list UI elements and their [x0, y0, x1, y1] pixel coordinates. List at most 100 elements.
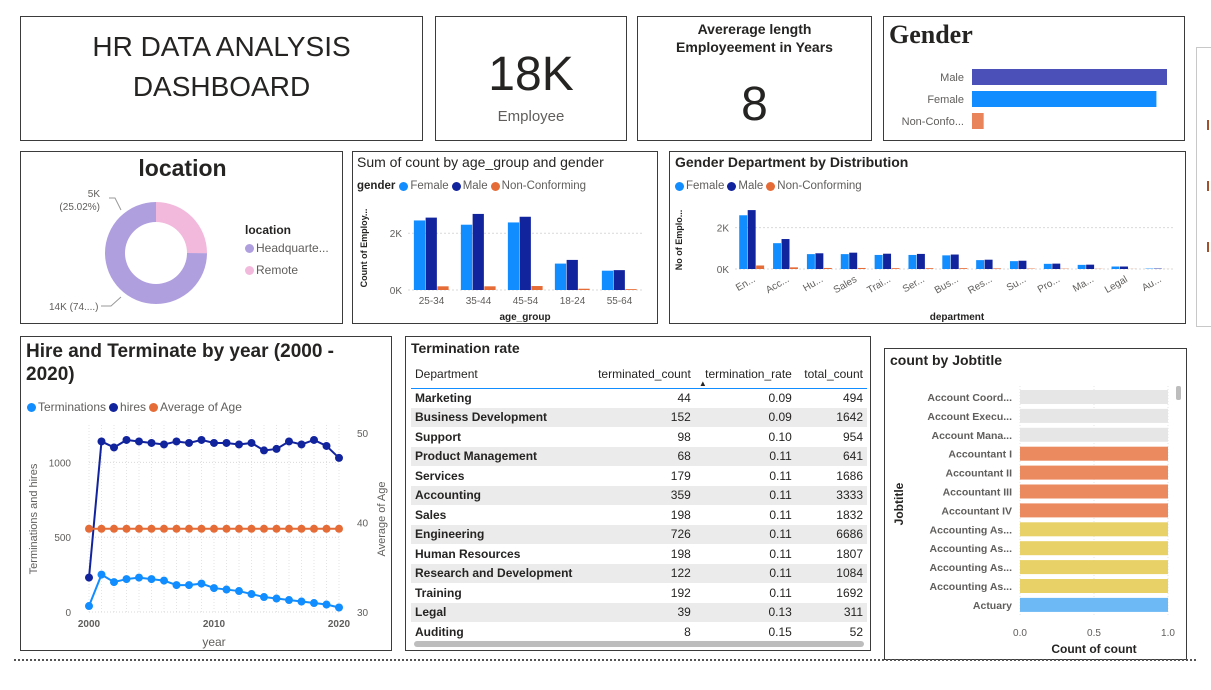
- dept-category-label: Ma...: [1071, 274, 1096, 295]
- job-bar-accounting-as: [1020, 522, 1168, 537]
- legend-item-male[interactable]: Male: [451, 180, 488, 192]
- cell-termination-rate: 0.09: [694, 407, 796, 427]
- job-bar-accountant-i: [1020, 446, 1168, 461]
- dept-category-label: Acc...: [764, 274, 791, 296]
- dept-bar-male: [950, 254, 959, 269]
- age-bar-male: [472, 213, 484, 290]
- job-bar-accountant-iii: [1020, 484, 1168, 499]
- department-title: Gender Department by Distribution: [675, 154, 909, 170]
- dashboard-title: HR DATA ANALYSIS DASHBOARD: [92, 31, 351, 102]
- page-bottom-divider: [14, 659, 1196, 661]
- jobtitle-vertical-scrollbar[interactable]: [1176, 386, 1181, 400]
- table-row[interactable]: Support 98 0.10 954: [411, 427, 867, 447]
- age-bar-female: [554, 263, 567, 290]
- table-row[interactable]: Business Development 152 0.09 1642: [411, 407, 867, 427]
- pane-marker: [1207, 181, 1209, 191]
- hire-point-terminations: [260, 593, 268, 602]
- dept-bar-female: [1077, 264, 1086, 269]
- legend-item-hires[interactable]: hires: [109, 400, 146, 414]
- job-bar-account-execu: [1020, 408, 1168, 423]
- dept-bar-female: [942, 255, 951, 269]
- cell-terminated-count: 359: [587, 485, 695, 505]
- legend-item-average-age[interactable]: Average of Age: [149, 400, 242, 414]
- age-group-bar-chart: 0K 2K 25-34 35-44 45-54 18-24 55-64 Count of Em…: [359, 209, 643, 323]
- dept-bar-female: [806, 254, 815, 269]
- legend-item-remote[interactable]: Remote: [245, 263, 329, 277]
- cell-department: Services: [415, 468, 465, 483]
- cell-department: Product Management: [411, 446, 588, 466]
- hire-point-average-of-age: [197, 524, 206, 533]
- table-row[interactable]: Training 192 0.11 1692: [411, 583, 867, 603]
- cell-department: Training: [415, 585, 462, 600]
- column-header-termination-rate[interactable]: termination_rate ▲: [694, 361, 796, 389]
- table-row[interactable]: Human Resources 198 0.11 1807: [411, 544, 867, 564]
- hire-point-hires: [235, 440, 243, 449]
- hire-point-terminations: [335, 603, 343, 612]
- dept-bar-male: [1052, 263, 1061, 269]
- dept-bar-male: [916, 253, 925, 269]
- table-row[interactable]: Sales 198 0.11 1832: [411, 505, 867, 525]
- hire-point-terminations: [97, 570, 106, 579]
- hire-x-axis-title: year: [202, 635, 225, 649]
- table-row[interactable]: Product Management 68 0.11 641: [411, 446, 867, 466]
- cell-department: Support: [415, 429, 461, 444]
- employee-count-label: Employee: [497, 108, 565, 125]
- cell-termination-rate: 0.09: [768, 391, 792, 405]
- dept-bar-male: [883, 253, 892, 269]
- dept-bar-male: [1120, 266, 1128, 269]
- table-row[interactable]: Marketing 44 0.09 494: [411, 388, 867, 408]
- dept-y-axis-title: No of Emplo...: [674, 210, 684, 271]
- legend-item-headquarters[interactable]: Headquarte...: [245, 241, 329, 255]
- hire-point-hires: [297, 440, 306, 449]
- hire-point-average-of-age: [222, 524, 231, 533]
- hire-point-hires: [135, 437, 143, 446]
- hire-point-terminations: [272, 594, 281, 603]
- dept-bar-female: [1111, 266, 1120, 269]
- hire-point-terminations: [322, 600, 331, 609]
- cell-department: Research and Development: [411, 563, 588, 583]
- leader-line-headquarters: [101, 296, 122, 307]
- table-row[interactable]: Engineering 726 0.11 6686: [411, 524, 867, 544]
- legend-item-female[interactable]: Female: [675, 180, 724, 192]
- table-row[interactable]: Accounting 359 0.11 3333: [411, 485, 867, 505]
- hire-point-hires: [260, 446, 268, 455]
- termination-rate-card: Termination rate Department terminated_c…: [405, 336, 871, 651]
- hire-point-average-of-age: [272, 524, 281, 533]
- dept-bar-male: [1018, 260, 1027, 269]
- gender-bar-female: [972, 91, 1157, 107]
- hire-point-terminations: [85, 602, 93, 611]
- legend-item-terminations[interactable]: Terminations: [27, 400, 106, 414]
- cell-terminated-count: 39: [587, 602, 695, 622]
- hire-point-hires: [272, 444, 281, 453]
- column-header-department[interactable]: Department: [411, 361, 588, 389]
- age-bar-female: [413, 220, 426, 290]
- donut-slice-remote: [156, 202, 207, 254]
- avg-length-title: Avererage length Employeement in Years: [676, 21, 833, 55]
- legend-item-male[interactable]: Male: [727, 180, 763, 192]
- hire-point-hires: [147, 438, 156, 447]
- cell-department: Sales: [415, 507, 447, 522]
- dept-category-label: Au...: [1140, 274, 1163, 294]
- job-x-tick-label: 0.0: [1013, 628, 1027, 639]
- table-row[interactable]: Legal 39 0.13 311: [411, 602, 867, 622]
- gender-category-label: Female: [927, 94, 964, 106]
- table-row[interactable]: Auditing 8 0.15 52: [411, 622, 867, 642]
- table-row[interactable]: Services 179 0.11 1686: [411, 466, 867, 486]
- donut-label-remote-value: 5K: [88, 189, 101, 200]
- table-horizontal-scrollbar[interactable]: [414, 641, 864, 647]
- table-row[interactable]: Research and Development 122 0.11 1084: [411, 563, 867, 583]
- cell-termination-rate: 0.13: [694, 602, 796, 622]
- column-header-total-count[interactable]: total_count: [795, 361, 867, 389]
- age-bar-non-conforming: [578, 288, 590, 290]
- dept-category-label: Bus...: [933, 274, 961, 296]
- legend-item-non-conforming[interactable]: Non-Conforming: [766, 180, 862, 192]
- job-category-label: Account Coord...: [927, 392, 1012, 404]
- legend-item-non-conforming[interactable]: Non-Conforming: [490, 180, 586, 192]
- legend-item-female[interactable]: Female: [399, 180, 449, 192]
- hire-point-hires: [122, 435, 131, 444]
- cell-total-count: 1084: [795, 563, 867, 583]
- column-header-terminated-count[interactable]: terminated_count: [587, 361, 695, 389]
- cell-terminated-count: 198: [670, 507, 691, 522]
- avg-length-value: 8: [741, 78, 768, 131]
- hire-x-tick-label: 2010: [203, 619, 226, 630]
